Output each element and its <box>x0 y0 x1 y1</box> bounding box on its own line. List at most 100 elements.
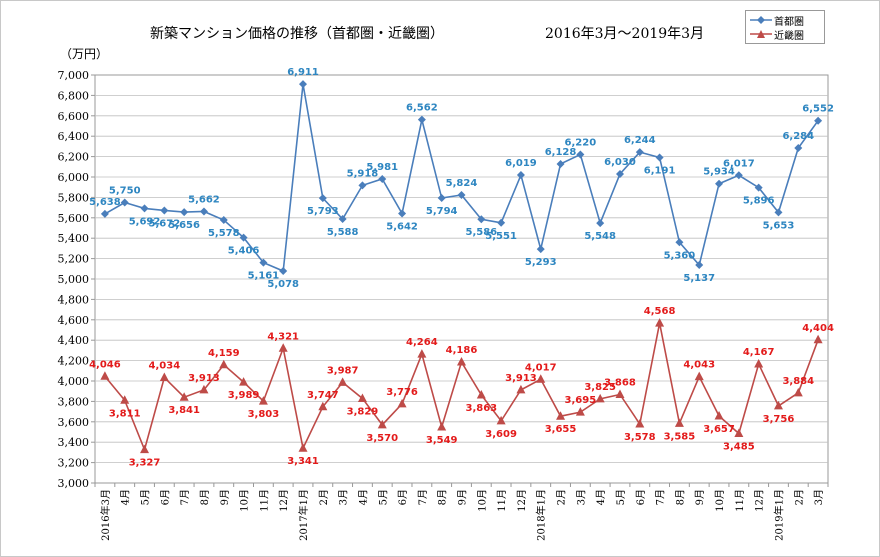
series-1-point <box>675 238 684 247</box>
series-1-point <box>299 80 308 89</box>
series-2-data-label: 4,159 <box>208 348 240 359</box>
x-tick-label: 5月 <box>140 489 152 505</box>
series-2-data-label: 3,884 <box>782 376 814 387</box>
series-2-point <box>674 418 684 427</box>
series-2-data-label: 3,747 <box>307 390 339 401</box>
series-1-data-label: 5,293 <box>525 257 557 268</box>
series-1-data-label: 5,137 <box>683 273 715 284</box>
y-tick-label: 3,400 <box>58 436 90 449</box>
series-2-point <box>635 419 645 428</box>
series-1-data-label: 5,662 <box>188 194 220 205</box>
series-2-point <box>140 444 150 454</box>
series-2-data-label: 3,609 <box>485 429 517 440</box>
series-2-data-label: 3,829 <box>347 406 379 417</box>
series-1-point <box>160 206 169 215</box>
series-2-data-label: 4,034 <box>149 361 181 372</box>
legend: 首都圏 近畿圏 <box>745 10 825 44</box>
series-1-data-label: 6,017 <box>723 158 755 169</box>
series-2-data-label: 3,987 <box>327 365 359 376</box>
series-2-data-label: 3,825 <box>584 382 616 393</box>
y-tick-label: 5,000 <box>58 273 90 286</box>
x-tick-label: 7月 <box>655 489 667 505</box>
series-1-data-label: 5,360 <box>664 250 696 261</box>
x-tick-label: 8月 <box>674 489 686 505</box>
series-1-point <box>358 181 367 190</box>
series-2-data-label: 4,017 <box>525 362 557 373</box>
series-1-data-label: 6,128 <box>545 147 577 158</box>
series-2-point <box>278 343 288 352</box>
x-tick-label: 6月 <box>635 489 647 505</box>
series-2-data-label: 4,046 <box>89 359 121 370</box>
series-1-data-label: 6,019 <box>505 158 537 169</box>
series-2-data-label: 3,695 <box>565 395 597 406</box>
legend-label-kinki: 近畿圏 <box>774 30 804 42</box>
x-tick-label: 4月 <box>120 489 132 505</box>
series-1-point <box>100 209 109 218</box>
series-1-point <box>715 179 724 188</box>
legend-diamond-marker <box>750 16 772 24</box>
series-1-point <box>219 216 228 225</box>
x-tick-label: 2018年1月 <box>535 489 548 541</box>
series-2-point <box>813 334 823 344</box>
series-1-point <box>338 215 347 224</box>
series-2-data-label: 3,803 <box>248 409 280 420</box>
series-2-point <box>615 389 625 398</box>
series-1-point <box>398 209 407 218</box>
series-2-data-label: 3,989 <box>228 390 260 401</box>
series-2-point <box>595 393 605 403</box>
series-2-point <box>298 443 308 452</box>
series-2-point <box>476 389 486 399</box>
legend-triangle-marker <box>750 30 772 38</box>
series-1-point <box>596 219 605 228</box>
x-tick-label: 11月 <box>496 489 508 512</box>
y-tick-label: 6,800 <box>58 89 90 102</box>
series-1-data-label: 5,656 <box>168 220 200 231</box>
x-tick-label: 10月 <box>239 489 251 512</box>
x-tick-label: 10月 <box>476 489 488 512</box>
series-1-data-label: 6,552 <box>802 104 834 115</box>
x-tick-label: 2019年1月 <box>772 489 785 541</box>
series-2-data-label: 4,167 <box>743 347 775 358</box>
series-2-point <box>357 393 367 402</box>
series-1-data-label: 5,588 <box>327 227 359 238</box>
y-tick-label: 3,200 <box>58 457 90 470</box>
series-2-point <box>556 411 566 420</box>
series-1-point <box>279 267 288 276</box>
y-axis-unit-label: （万円） <box>60 47 109 61</box>
series-1-point <box>754 183 763 192</box>
series-2-data-label: 3,913 <box>188 373 220 384</box>
x-tick-label: 3月 <box>813 489 825 505</box>
series-2-point <box>754 358 764 368</box>
series-1-point <box>120 198 129 207</box>
y-tick-label: 5,600 <box>58 212 90 225</box>
series-2-point <box>159 372 169 382</box>
series-1-data-label: 5,934 <box>703 167 735 178</box>
series-2-point <box>793 387 803 397</box>
series-1-data-label: 5,653 <box>763 220 795 231</box>
series-1-data-label: 5,642 <box>386 222 418 233</box>
series-1-point <box>477 215 486 224</box>
series-2-point <box>397 398 407 408</box>
series-1-data-label: 5,750 <box>109 186 141 197</box>
x-tick-label: 5月 <box>615 489 627 505</box>
series-2-data-label: 3,841 <box>168 405 200 416</box>
series-1-point <box>536 245 545 254</box>
x-tick-label: 7月 <box>179 489 191 505</box>
series-1-point <box>378 174 387 183</box>
series-2-point <box>377 419 387 429</box>
series-1-data-label: 6,220 <box>565 138 597 149</box>
series-2-point <box>694 371 704 381</box>
series-1-data-label: 6,030 <box>604 157 636 168</box>
series-2-data-label: 3,341 <box>287 456 319 467</box>
y-tick-label: 4,400 <box>58 334 90 347</box>
series-1-data-label: 6,562 <box>406 103 438 114</box>
series-1-point <box>180 208 189 217</box>
x-tick-label: 4月 <box>595 489 607 505</box>
series-1-point <box>437 194 446 203</box>
series-1-data-label: 5,793 <box>307 206 339 217</box>
series-1-point <box>635 148 644 157</box>
series-2-data-label: 4,404 <box>802 323 834 334</box>
x-tick-label: 7月 <box>417 489 429 505</box>
legend-label-shutoken: 首都圏 <box>774 16 804 28</box>
series-1-data-label: 5,824 <box>446 178 478 189</box>
